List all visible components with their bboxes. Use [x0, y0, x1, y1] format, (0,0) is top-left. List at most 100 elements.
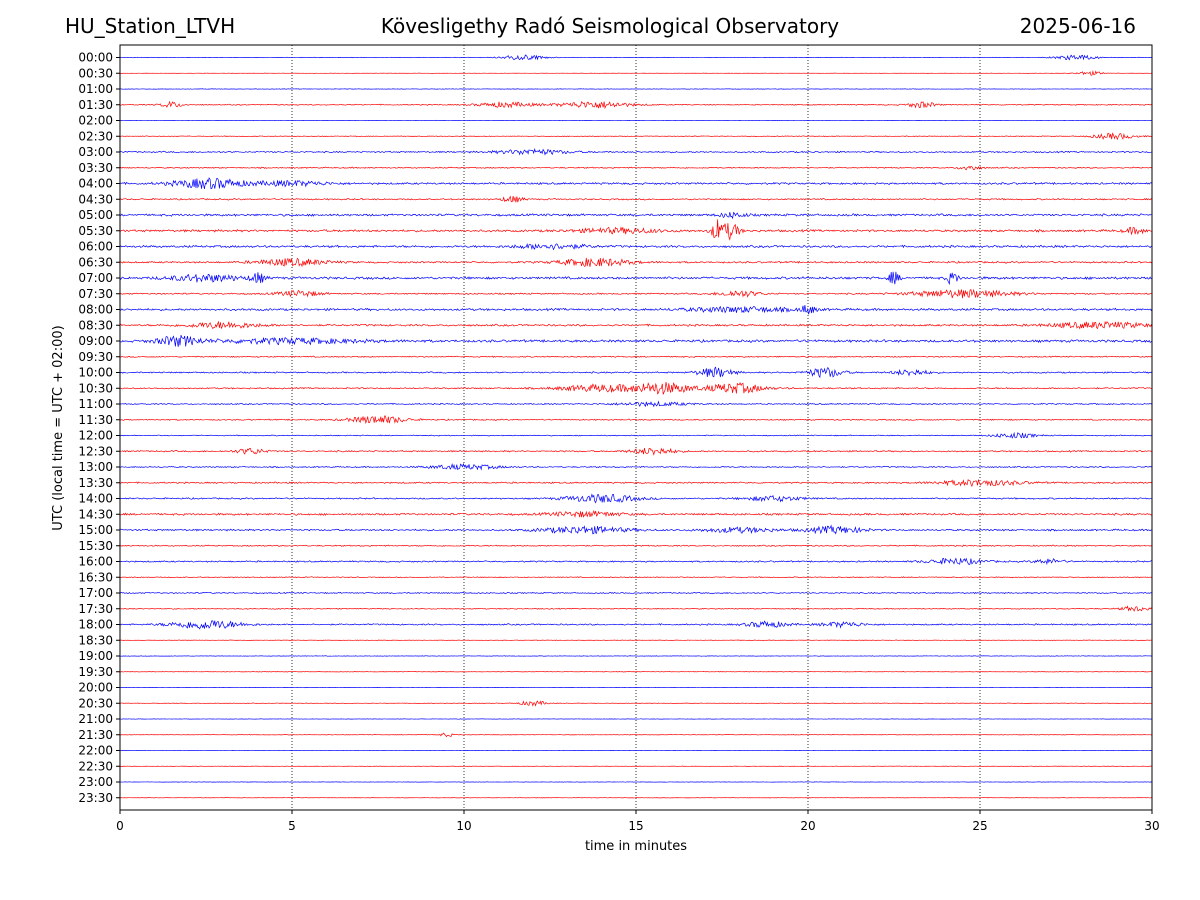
trace-20:30: [119, 700, 1153, 707]
x-tick-label-10: 10: [456, 819, 471, 833]
trace-01:00: [119, 88, 1153, 90]
trace-07:30: [119, 288, 1153, 299]
row-label-19:30: 19:30: [78, 665, 113, 679]
observatory-title: Kövesligethy Radó Seismological Observat…: [380, 14, 840, 38]
row-label-13:00: 13:00: [78, 460, 113, 474]
trace-05:30: [119, 219, 1153, 241]
trace-16:30: [119, 576, 1153, 579]
trace-06:00: [119, 242, 1153, 251]
row-label-00:30: 00:30: [78, 66, 113, 80]
trace-19:30: [119, 671, 1153, 673]
x-axis-ticks: 0 5 10 15 20 25 30: [116, 810, 1160, 833]
row-label-08:30: 08:30: [78, 318, 113, 332]
row-label-18:30: 18:30: [78, 633, 113, 647]
trace-10:00: [119, 366, 1153, 379]
row-label-10:30: 10:30: [78, 381, 113, 395]
row-label-12:00: 12:00: [78, 429, 113, 443]
trace-07:00: [119, 271, 1153, 286]
trace-12:30: [119, 447, 1153, 456]
trace-18:00: [119, 620, 1153, 630]
row-label-06:30: 06:30: [78, 255, 113, 269]
row-label-06:00: 06:00: [78, 240, 113, 254]
trace-15:00: [119, 524, 1153, 535]
row-label-11:30: 11:30: [78, 413, 113, 427]
trace-09:00: [119, 334, 1153, 347]
trace-08:30: [119, 320, 1153, 330]
row-label-14:30: 14:30: [78, 507, 113, 521]
row-label-02:30: 02:30: [78, 129, 113, 143]
row-label-19:00: 19:00: [78, 649, 113, 663]
row-label-08:00: 08:00: [78, 303, 113, 317]
row-label-20:00: 20:00: [78, 681, 113, 695]
x-tick-label-25: 25: [972, 819, 987, 833]
row-label-05:00: 05:00: [78, 208, 113, 222]
trace-03:00: [119, 148, 1153, 156]
row-label-07:30: 07:30: [78, 287, 113, 301]
seismic-traces: [119, 54, 1153, 799]
trace-11:30: [119, 415, 1153, 425]
trace-21:30: [119, 732, 1153, 738]
row-label-17:30: 17:30: [78, 602, 113, 616]
trace-00:30: [119, 70, 1152, 76]
x-tick-label-30: 30: [1144, 819, 1159, 833]
trace-00:00: [119, 54, 1153, 61]
x-tick-label-15: 15: [628, 819, 643, 833]
trace-15:30: [119, 544, 1153, 547]
row-label-05:30: 05:30: [78, 224, 113, 238]
x-tick-label-20: 20: [800, 819, 815, 833]
row-label-21:30: 21:30: [78, 728, 113, 742]
trace-04:30: [119, 195, 1153, 203]
row-label-15:30: 15:30: [78, 539, 113, 553]
row-label-15:00: 15:00: [78, 523, 113, 537]
row-label-16:00: 16:00: [78, 555, 113, 569]
row-label-01:30: 01:30: [78, 98, 113, 112]
trace-19:00: [119, 655, 1153, 657]
row-label-10:00: 10:00: [78, 366, 113, 380]
row-label-23:00: 23:00: [78, 775, 113, 789]
row-label-23:30: 23:30: [78, 791, 113, 805]
trace-17:00: [119, 591, 1153, 595]
trace-03:30: [119, 165, 1153, 171]
row-label-22:00: 22:00: [78, 744, 113, 758]
row-label-21:00: 21:00: [78, 712, 113, 726]
trace-09:30: [119, 355, 1153, 358]
row-label-13:30: 13:30: [78, 476, 113, 490]
row-label-03:30: 03:30: [78, 161, 113, 175]
trace-01:30: [119, 100, 1153, 110]
row-label-04:30: 04:30: [78, 192, 113, 206]
trace-17:30: [119, 605, 1153, 612]
row-label-16:30: 16:30: [78, 570, 113, 584]
row-label-17:00: 17:00: [78, 586, 113, 600]
vertical-gridlines: [291, 45, 981, 810]
row-label-07:00: 07:00: [78, 271, 113, 285]
row-label-20:30: 20:30: [78, 696, 113, 710]
trace-02:30: [120, 132, 1153, 141]
y-axis-label: UTC (local time = UTC + 02:00): [51, 325, 66, 530]
x-axis-label: time in minutes: [585, 839, 687, 854]
row-label-09:30: 09:30: [78, 350, 113, 364]
trace-13:30: [119, 479, 1153, 488]
trace-12:00: [119, 431, 1153, 439]
row-label-09:00: 09:00: [78, 334, 113, 348]
row-label-01:00: 01:00: [78, 82, 113, 96]
trace-16:00: [119, 557, 1153, 566]
trace-14:00: [119, 493, 1153, 504]
trace-11:00: [119, 400, 1153, 408]
row-label-22:30: 22:30: [78, 759, 113, 773]
station-name: HU_Station_LTVH: [65, 14, 236, 38]
trace-08:00: [119, 304, 1153, 315]
x-tick-label-0: 0: [116, 819, 124, 833]
trace-13:00: [119, 462, 1153, 471]
trace-14:30: [119, 509, 1153, 518]
row-label-14:00: 14:00: [78, 492, 113, 506]
row-label-02:00: 02:00: [78, 114, 113, 128]
row-label-04:00: 04:00: [78, 177, 113, 191]
x-tick-label-5: 5: [288, 819, 296, 833]
row-label-00:00: 00:00: [78, 51, 113, 65]
row-label-18:00: 18:00: [78, 618, 113, 632]
row-label-11:00: 11:00: [78, 397, 113, 411]
row-label-03:00: 03:00: [78, 145, 113, 159]
record-date: 2025-06-16: [1019, 14, 1136, 38]
